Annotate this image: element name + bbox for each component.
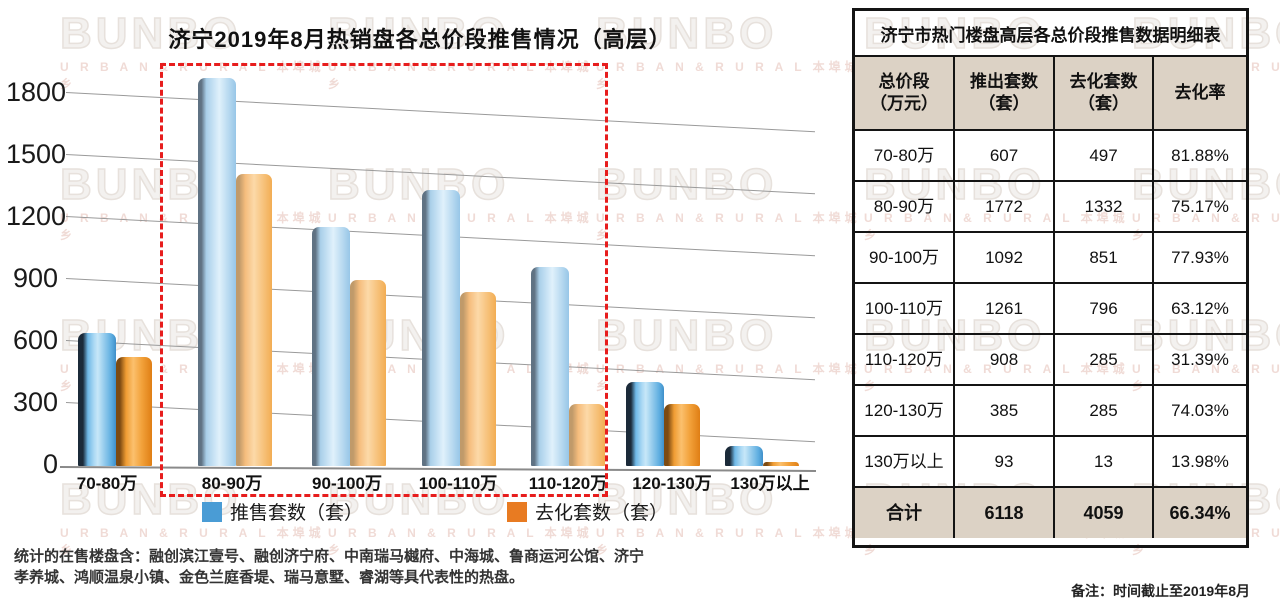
table-header-cell: 推出套数 （套） <box>955 57 1055 131</box>
table-cell: 908 <box>955 335 1055 386</box>
table-cell: 31.39% <box>1154 335 1246 386</box>
legend-item-quhua: 去化套数（套） <box>507 498 668 525</box>
table-cell: 63.12% <box>1154 284 1246 335</box>
x-axis-label: 110-120万 <box>528 474 608 493</box>
table-cell: 110-120万 <box>855 335 955 386</box>
y-tick-label: 900 <box>12 263 58 293</box>
remark-note: 备注：时间截止至2019年8月 <box>1071 583 1250 599</box>
table-cell: 851 <box>1055 233 1154 284</box>
table-cell: 13.98% <box>1154 437 1246 488</box>
chart-title: 济宁2019年8月热销盘各总价段推售情况（高层） <box>168 27 672 52</box>
data-table: 济宁市热门楼盘高层各总价段推售数据明细表 总价段 （万元） 推出套数 （套） 去化套… <box>852 8 1249 548</box>
table-row: 90-100万 1092 851 77.93% <box>855 233 1246 284</box>
bar-quhua-130万以上 <box>763 462 799 466</box>
footnote-text: 统计的在售楼盘含：融创滨江壹号、融创济宁府、中南瑞马樾府、中海城、鲁商运河公馆、… <box>14 548 645 586</box>
table-row: 110-120万 908 285 31.39% <box>855 335 1246 386</box>
legend-swatch-blue <box>202 501 222 522</box>
table-header-cell: 总价段 （万元） <box>855 57 955 131</box>
y-tick-label: 1800 <box>6 77 67 107</box>
table-cell: 90-100万 <box>855 233 955 284</box>
y-tick-label: 1200 <box>6 201 67 231</box>
chart-legend: 推售套数（套） 去化套数（套） <box>0 498 845 526</box>
table-cell: 120-130万 <box>855 386 955 437</box>
bar-tuishou-90-100万 <box>312 227 350 466</box>
table-header-cell: 去化率 <box>1154 57 1246 131</box>
x-axis-label: 120-130万 <box>632 474 712 493</box>
bar-tuishou-110-120万 <box>531 267 569 466</box>
legend-item-tuishou: 推售套数（套） <box>202 498 363 525</box>
table-cell: 285 <box>1055 386 1154 437</box>
y-tick-label: 1500 <box>6 139 67 169</box>
table-header-cell: 去化套数 （套） <box>1055 57 1154 131</box>
legend-label-quhua: 去化套数（套） <box>535 503 669 524</box>
bar-tuishou-120-130万 <box>626 382 664 466</box>
table-cell: 796 <box>1055 284 1154 335</box>
chart-pane: 济宁2019年8月热销盘各总价段推售情况（高层） 0 300 600 900 1200 1… <box>0 27 845 586</box>
table-total-row: 合计 6118 4059 66.34% <box>855 488 1246 538</box>
legend-label-tuishou: 推售套数（套） <box>230 503 364 524</box>
table-cell: 1332 <box>1055 182 1154 233</box>
bar-tuishou-130万以上 <box>725 446 763 466</box>
x-axis-label: 90-100万 <box>312 474 382 493</box>
bar-quhua-80-90万 <box>236 174 272 466</box>
table-cell: 130万以上 <box>855 437 955 488</box>
x-axis-label: 70-80万 <box>76 474 138 493</box>
table-total-cell: 4059 <box>1055 488 1154 538</box>
table-cell: 70-80万 <box>855 131 955 182</box>
table-cell: 75.17% <box>1154 182 1246 233</box>
table-total-cell: 合计 <box>855 488 955 538</box>
table-cell: 77.93% <box>1154 233 1246 284</box>
table-cell: 1772 <box>955 182 1055 233</box>
y-tick-label: 0 <box>42 449 58 479</box>
table-cell: 497 <box>1055 131 1154 182</box>
table-row: 120-130万 385 285 74.03% <box>855 386 1246 437</box>
bar-quhua-70-80万 <box>116 357 152 466</box>
table-cell: 81.88% <box>1154 131 1246 182</box>
table-row: 130万以上 93 13 13.98% <box>855 437 1246 488</box>
table-cell: 100-110万 <box>855 284 955 335</box>
bar-quhua-110-120万 <box>569 404 605 466</box>
table-cell: 607 <box>955 131 1055 182</box>
table-row: 80-90万 1772 1332 75.17% <box>855 182 1246 233</box>
table-cell: 1261 <box>955 284 1055 335</box>
bar-tuishou-100-110万 <box>422 190 460 466</box>
table-cell: 285 <box>1055 335 1154 386</box>
table-cell: 385 <box>955 386 1055 437</box>
table-cell: 13 <box>1055 437 1154 488</box>
table-row: 70-80万 607 497 81.88% <box>855 131 1246 182</box>
table-total-cell: 6118 <box>955 488 1055 538</box>
highlight-dashed-box <box>160 63 608 497</box>
table-cell: 80-90万 <box>855 182 955 233</box>
bar-quhua-120-130万 <box>664 404 700 466</box>
bar-tuishou-70-80万 <box>78 333 116 466</box>
table-row: 100-110万 1261 796 63.12% <box>855 284 1246 335</box>
table-title: 济宁市热门楼盘高层各总价段推售数据明细表 <box>855 11 1246 57</box>
table-cell: 93 <box>955 437 1055 488</box>
bar-quhua-100-110万 <box>460 292 496 466</box>
legend-swatch-orange <box>507 501 527 522</box>
y-tick-label: 600 <box>12 325 58 355</box>
table-cell: 1092 <box>955 233 1055 284</box>
table-header-row: 总价段 （万元） 推出套数 （套） 去化套数 （套） 去化率 <box>855 57 1246 131</box>
table-total-cell: 66.34% <box>1154 488 1246 538</box>
bar-quhua-90-100万 <box>350 280 386 466</box>
x-axis-label: 100-110万 <box>418 474 498 493</box>
table-cell: 74.03% <box>1154 386 1246 437</box>
y-tick-label: 300 <box>12 387 58 417</box>
bar-tuishou-80-90万 <box>198 78 236 466</box>
x-axis-label: 130万以上 <box>730 474 810 493</box>
table-body: 70-80万 607 497 81.88% 80-90万 1772 1332 75.17% 90… <box>855 131 1246 538</box>
x-axis-label: 80-90万 <box>201 474 263 493</box>
